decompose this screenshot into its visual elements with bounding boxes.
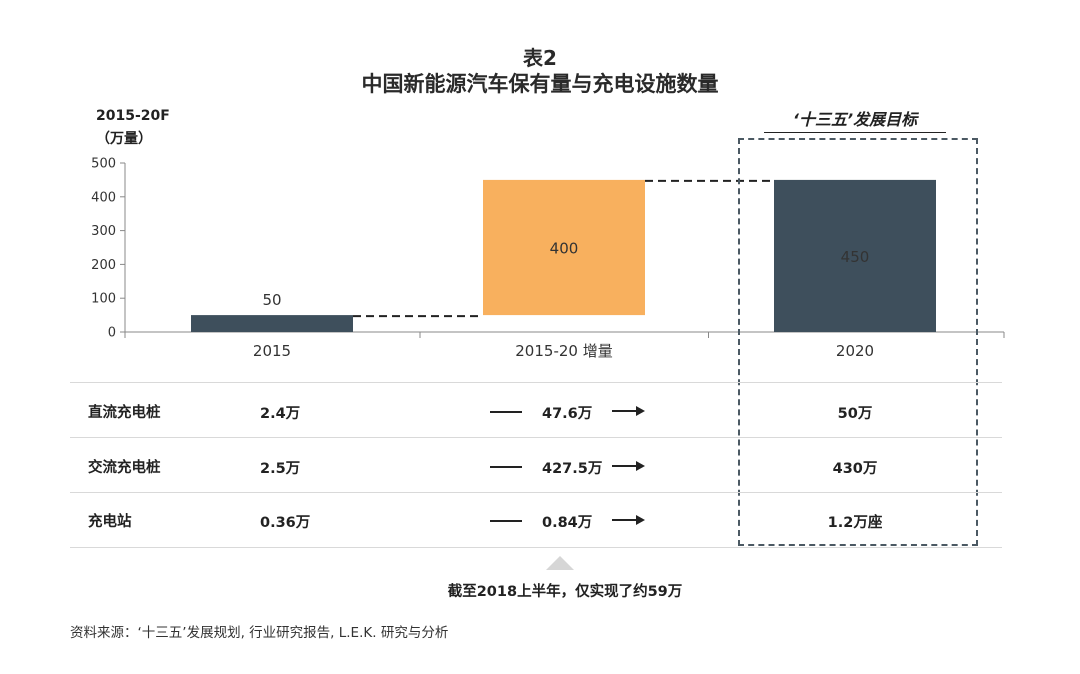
row-label: 充电站 [88,514,132,530]
source-note: 资料来源：‘十三五’发展规划, 行业研究报告, L.E.K. 研究与分析 [70,625,449,641]
arrow-right-icon [612,513,645,527]
progress-note: 截至2018上半年，仅实现了约59万 [447,584,683,600]
value-increase: 0.84万 [542,515,593,531]
value-2015: 2.4万 [260,406,301,422]
table-divider [70,547,1002,548]
y-unit-label: （万量） [96,131,152,147]
table-divider [70,492,1002,493]
row-label: 直流充电桩 [88,405,161,421]
dash-icon [490,411,522,413]
y-unit-period: 2015-20F [96,108,170,124]
y-tick-label: 300 [91,224,116,239]
arrow-right-icon [612,404,645,418]
data-label: 400 [550,240,579,258]
y-tick-label: 100 [91,292,116,307]
x-tick-label: 2015-20 增量 [515,342,612,360]
data-label: 450 [841,248,870,266]
bar [774,179,936,332]
y-tick-label: 400 [91,190,116,205]
dash-icon [490,520,522,522]
value-2015: 0.36万 [260,515,311,531]
x-tick-label: 2020 [836,342,874,360]
table-divider [70,382,1002,383]
data-label: 50 [262,291,281,309]
row-label: 交流充电桩 [88,460,161,476]
value-2015: 2.5万 [260,461,301,477]
y-tick-label: 200 [91,258,116,273]
bar [483,179,645,316]
waterfall-chart: 0 100 200 300 400 500 50 2015 400 2015-20 增量 450 20… [91,157,1005,360]
table-divider [70,437,1002,438]
value-increase: 47.6万 [542,406,593,422]
arrow-right-icon [612,459,645,473]
plan-target-box [738,138,978,546]
triangle-up-icon [546,556,574,570]
x-tick-label: 2015 [253,342,291,360]
plan-target-label: ‘十三五’发展目标 [764,106,946,133]
chart-number: 表2 [523,46,557,70]
value-increase: 427.5万 [542,461,603,477]
bar [191,315,353,332]
dash-icon [490,466,522,468]
y-tick-label: 0 [108,326,116,341]
y-tick-label: 500 [91,157,116,172]
chart-title: 中国新能源汽车保有量与充电设施数量 [361,72,719,96]
